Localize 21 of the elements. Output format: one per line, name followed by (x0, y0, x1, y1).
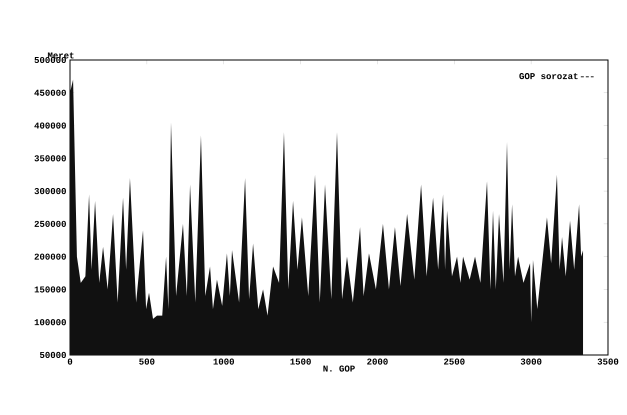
y-tick-label: 400000 (34, 122, 66, 129)
x-tick-label: 3000 (520, 358, 542, 365)
y-axis-title: Meret (48, 52, 74, 58)
y-tick-label: 250000 (34, 220, 66, 227)
x-axis-title: N. GOP (323, 366, 355, 372)
x-tick-label: 0 (68, 358, 72, 365)
x-tick-label: 500 (139, 358, 154, 365)
y-tick-label: 50000 (40, 352, 66, 358)
y-tick-label: 300000 (34, 188, 66, 194)
x-tick-label: 2000 (367, 358, 388, 365)
text: GOP sorozat (519, 73, 578, 80)
y-tick-label: 500000 (34, 56, 66, 64)
y-tick-label: 200000 (34, 254, 66, 260)
x-tick-label: 3500 (598, 358, 618, 365)
y-tick-label: 150000 (34, 286, 66, 292)
x-tick-label: 2500 (444, 358, 465, 365)
x-tick-label: 1500 (290, 358, 311, 365)
y-tick-label: 100000 (34, 319, 66, 326)
x-tick-label: 1000 (214, 358, 234, 365)
y-tick-label: 350000 (34, 155, 66, 162)
y-tick-label: 450000 (34, 90, 66, 96)
